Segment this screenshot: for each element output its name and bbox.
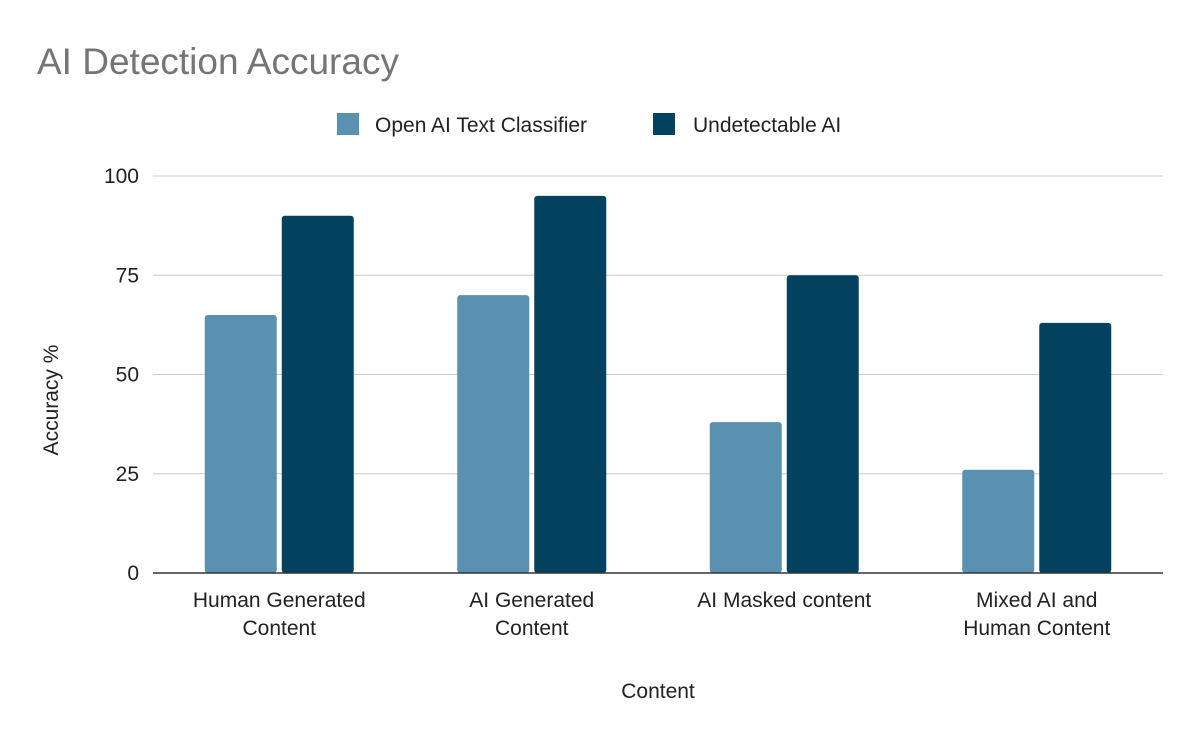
x-axis-label: Content (621, 680, 695, 703)
bar-undetectable-ai-1 (534, 195, 607, 573)
legend: Open AI Text Classifier Undetectable AI (337, 113, 841, 137)
bar-undetectable-ai-0 (281, 215, 354, 573)
x-tick-label: AI Generated Content (469, 589, 594, 640)
bar-undetectable-ai-3 (1039, 322, 1112, 573)
y-axis-label: Accuracy % (40, 345, 63, 456)
legend-label-undetectable-ai: Undetectable AI (693, 114, 841, 137)
bars (204, 195, 1112, 573)
legend-swatch-open-ai (337, 113, 359, 135)
legend-label-open-ai: Open AI Text Classifier (375, 114, 587, 137)
bar-open-ai-2 (709, 422, 782, 573)
y-tick-label: 75 (116, 264, 139, 287)
y-tick-label: 50 (116, 364, 139, 387)
y-tick-label: 100 (104, 165, 139, 188)
x-tick-labels: Human Generated Content AI Generated Conten… (193, 589, 1111, 640)
bar-undetectable-ai-2 (786, 275, 859, 573)
chart-title: AI Detection Accuracy (37, 41, 399, 82)
y-tick-label: 25 (116, 463, 139, 486)
bar-open-ai-0 (204, 314, 277, 573)
bar-open-ai-1 (457, 295, 530, 573)
x-tick-label: AI Masked content (697, 589, 871, 612)
legend-swatch-undetectable-ai (653, 113, 675, 135)
y-tick-label: 0 (127, 562, 139, 585)
x-tick-label: Human Generated Content (193, 589, 366, 640)
bar-open-ai-3 (962, 469, 1035, 573)
x-tick-label: Mixed AI and Human Content (963, 589, 1110, 640)
y-tick-labels: 0 25 50 75 100 (104, 165, 139, 585)
